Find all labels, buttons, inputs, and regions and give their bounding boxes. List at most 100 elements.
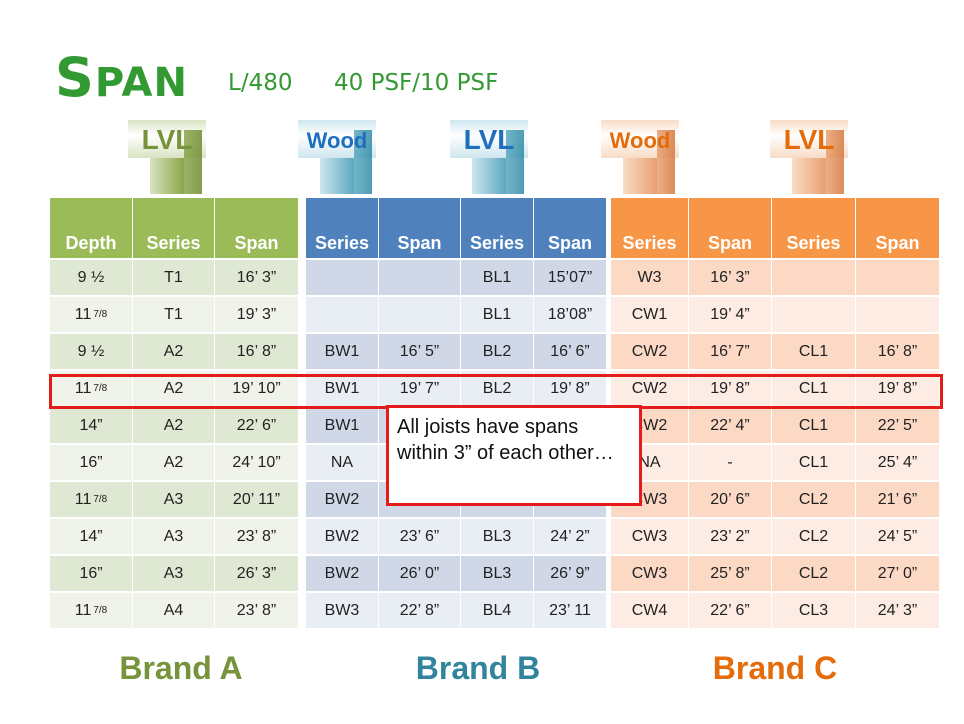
table-cell: CL1 bbox=[772, 408, 855, 443]
table-row: BW1 16’ 5” BL2 16’ 6” bbox=[306, 334, 607, 369]
table-cell: 16’ 5” bbox=[379, 334, 460, 369]
i-joist-lvl-icon: LVL bbox=[770, 120, 848, 194]
depth-whole: 9 ½ bbox=[77, 268, 105, 286]
table-cell: 20’ 11” bbox=[215, 482, 298, 517]
table-row: 14” A2 22’ 6” bbox=[50, 408, 299, 443]
depth-whole: 11 bbox=[74, 601, 92, 619]
table-cell: A3 bbox=[133, 519, 214, 554]
table-row: BW2 23’ 6” BL3 24’ 2” bbox=[306, 519, 607, 554]
table-cell: 27’ 0” bbox=[856, 556, 939, 591]
column-header-span: Span bbox=[856, 198, 939, 258]
table-cell: 22’ 6” bbox=[215, 408, 298, 443]
table-cell: 16’ 8” bbox=[215, 334, 298, 369]
deflection-criterion: L/480 bbox=[228, 70, 293, 96]
table-row: CW2 16’ 7” CL1 16’ 8” bbox=[611, 334, 940, 369]
table-cell: CL2 bbox=[772, 519, 855, 554]
table-cell: T1 bbox=[133, 297, 214, 332]
slide-title: SPAN bbox=[55, 46, 188, 109]
table-row: 16” A2 24’ 10” bbox=[50, 445, 299, 480]
table-cell: BW2 bbox=[306, 556, 378, 591]
table-cell: BL1 bbox=[461, 297, 533, 332]
table-cell: BW2 bbox=[306, 519, 378, 554]
depth-cell: 14” bbox=[50, 519, 132, 554]
table-cell bbox=[772, 297, 855, 332]
depth-cell: 11 7/8 bbox=[50, 593, 132, 628]
table-cell: BL4 bbox=[461, 593, 533, 628]
table-cell: - bbox=[689, 445, 771, 480]
table-cell: W3 bbox=[611, 260, 688, 295]
table-cell: 24’ 10” bbox=[215, 445, 298, 480]
highlight-row-box bbox=[49, 374, 943, 409]
table-cell: 26’ 0” bbox=[379, 556, 460, 591]
table-header-row: Depth Series Span bbox=[50, 198, 299, 258]
table-row: 11 7/8 A3 20’ 11” bbox=[50, 482, 299, 517]
table-cell: CL1 bbox=[772, 334, 855, 369]
table-cell: A3 bbox=[133, 556, 214, 591]
table-cell: 21’ 6” bbox=[856, 482, 939, 517]
joist-label: LVL bbox=[141, 124, 193, 155]
column-header-depth: Depth bbox=[50, 198, 132, 258]
table-row: 11 7/8 T1 19’ 3” bbox=[50, 297, 299, 332]
table-cell: CL2 bbox=[772, 482, 855, 517]
depth-whole: 11 bbox=[74, 490, 92, 508]
table-cell: BW1 bbox=[306, 334, 378, 369]
depth-cell: 9 ½ bbox=[50, 260, 132, 295]
table-cell: T1 bbox=[133, 260, 214, 295]
table-cell: 23’ 2” bbox=[689, 519, 771, 554]
table-cell: 16’ 3” bbox=[215, 260, 298, 295]
column-header-span: Span bbox=[215, 198, 298, 258]
depth-fraction: 7/8 bbox=[93, 494, 108, 505]
table-cell: 16’ 6” bbox=[534, 334, 606, 369]
table-cell: CW4 bbox=[611, 593, 688, 628]
table-row: 9 ½ T1 16’ 3” bbox=[50, 260, 299, 295]
table-cell: CL3 bbox=[772, 593, 855, 628]
depth-whole: 16” bbox=[79, 564, 103, 582]
column-header-span: Span bbox=[534, 198, 606, 258]
table-cell: 19’ 4” bbox=[689, 297, 771, 332]
table-cell bbox=[772, 260, 855, 295]
table-header-row: Series Span Series Span bbox=[306, 198, 607, 258]
table-cell: CL2 bbox=[772, 556, 855, 591]
table-cell bbox=[379, 260, 460, 295]
table-cell: A2 bbox=[133, 408, 214, 443]
column-header-series: Series bbox=[461, 198, 533, 258]
table-cell: CW3 bbox=[611, 519, 688, 554]
table-row: 9 ½ A2 16’ 8” bbox=[50, 334, 299, 369]
table-cell: 22’ 6” bbox=[689, 593, 771, 628]
i-joist-lvl-icon: LVL bbox=[128, 120, 206, 194]
brand-c-label: Brand C bbox=[712, 650, 838, 686]
title-initial: S bbox=[55, 46, 95, 109]
table-cell: 24’ 2” bbox=[534, 519, 606, 554]
table-cell bbox=[856, 297, 939, 332]
table-cell: 24’ 5” bbox=[856, 519, 939, 554]
table-cell: 23’ 6” bbox=[379, 519, 460, 554]
table-cell: BL2 bbox=[461, 334, 533, 369]
table-cell: 18’08” bbox=[534, 297, 606, 332]
callout-box: All joists have spans within 3” of each … bbox=[386, 405, 642, 506]
table-row: NA - CL1 25’ 4” bbox=[611, 445, 940, 480]
joist-label: Wood bbox=[609, 128, 671, 153]
table-cell: BW2 bbox=[306, 482, 378, 517]
table-row: CW3 23’ 2” CL2 24’ 5” bbox=[611, 519, 940, 554]
table-row: W3 16’ 3” bbox=[611, 260, 940, 295]
i-joist-lvl-icon: LVL bbox=[450, 120, 528, 194]
table-row: BL1 15’07” bbox=[306, 260, 607, 295]
span-table-brand-c: Series Span Series Span W3 16’ 3” CW1 19’ 4” CW2… bbox=[611, 198, 940, 630]
table-row: CW3 20’ 6” CL2 21’ 6” bbox=[611, 482, 940, 517]
table-cell: 25’ 4” bbox=[856, 445, 939, 480]
table-row: CW2 22’ 4” CL1 22’ 5” bbox=[611, 408, 940, 443]
depth-cell: 9 ½ bbox=[50, 334, 132, 369]
brand-a-label: Brand A bbox=[119, 650, 243, 686]
table-cell: A3 bbox=[133, 482, 214, 517]
table-cell bbox=[856, 260, 939, 295]
depth-fraction: 7/8 bbox=[93, 605, 108, 616]
depth-whole: 9 ½ bbox=[77, 342, 105, 360]
table-cell: BL3 bbox=[461, 556, 533, 591]
table-cell: BW3 bbox=[306, 593, 378, 628]
table-cell bbox=[379, 297, 460, 332]
joist-label: LVL bbox=[463, 124, 515, 155]
table-cell: A4 bbox=[133, 593, 214, 628]
column-header-span: Span bbox=[689, 198, 771, 258]
table-cell: 15’07” bbox=[534, 260, 606, 295]
title-rest: PAN bbox=[94, 60, 188, 106]
